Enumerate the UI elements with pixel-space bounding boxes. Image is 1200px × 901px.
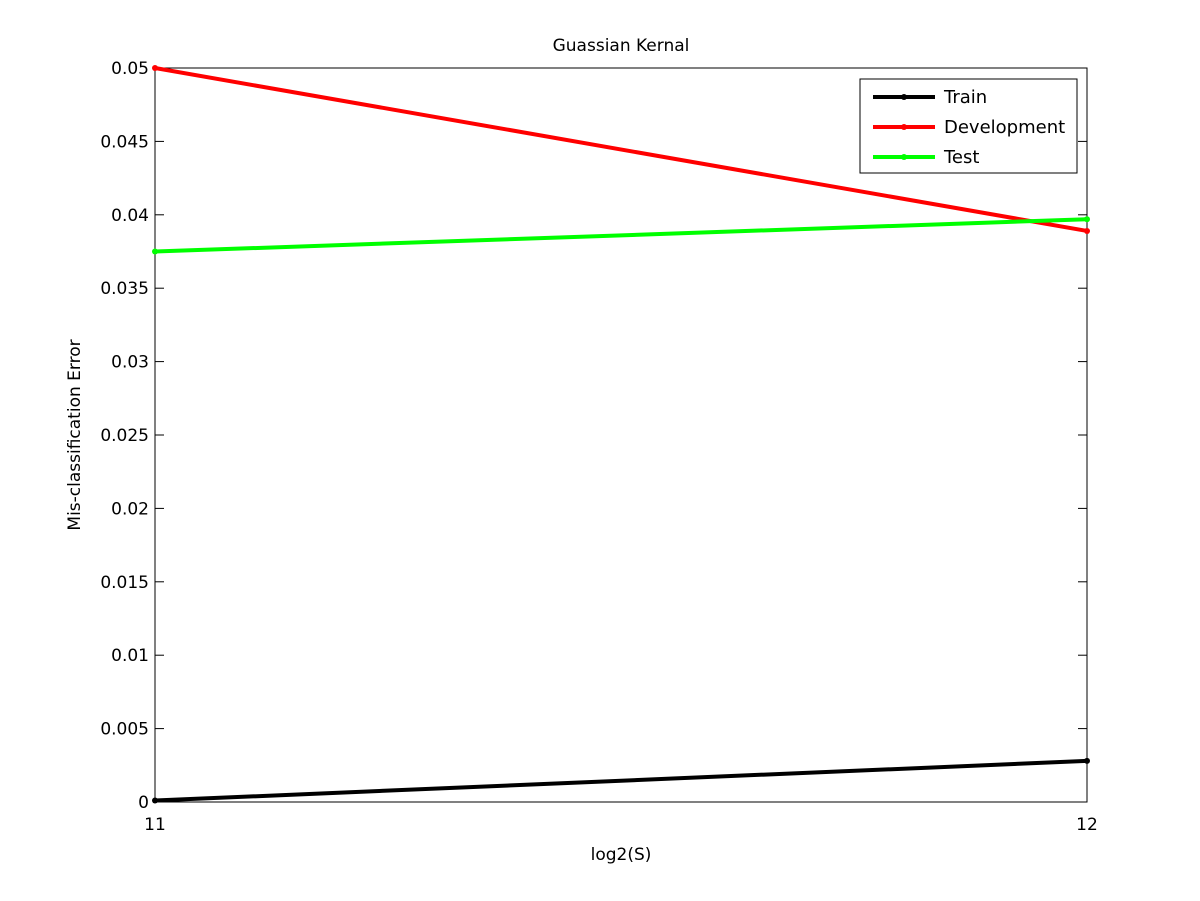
axis-ticks: 0 0.005 0.01 0.015 0.02 0.025 0.03 0.035 0.04 0.0… <box>100 59 1097 835</box>
data-point-test <box>1084 216 1090 223</box>
y-tick-label: 0.03 <box>111 353 149 373</box>
y-tick-label: 0.01 <box>111 646 149 666</box>
data-point-development <box>1084 227 1090 234</box>
legend-label-development: Development <box>944 117 1065 138</box>
series-line-train <box>154 758 1088 803</box>
legend-label-train: Train <box>943 87 987 108</box>
y-tick-label: 0.04 <box>111 206 149 226</box>
y-tick-label: 0.02 <box>111 499 149 519</box>
plot-frame <box>154 67 1088 803</box>
legend: Train Development Test <box>859 78 1078 174</box>
legend-label-test: Test <box>943 147 979 168</box>
y-tick-label: 0.05 <box>111 59 149 79</box>
data-point-test <box>152 248 158 255</box>
legend-marker-development <box>901 124 907 130</box>
y-tick-label: 0 <box>138 793 149 813</box>
plot-area-group <box>154 67 1088 803</box>
data-point-train <box>1084 757 1090 764</box>
chart-title: Guassian Kernal <box>553 36 690 56</box>
data-point-train <box>152 797 158 804</box>
series-lines <box>152 65 1090 804</box>
y-tick-label: 0.005 <box>100 720 149 740</box>
y-axis-title: Mis-classification Error <box>65 339 85 530</box>
x-axis-title: log2(S) <box>591 845 652 865</box>
y-tick-label: 0.015 <box>100 573 149 593</box>
legend-marker-test <box>901 154 907 160</box>
x-tick-label: 11 <box>144 815 166 835</box>
legend-marker-train <box>901 94 907 100</box>
series-line-test <box>154 217 1088 254</box>
y-tick-label: 0.045 <box>100 132 149 152</box>
y-tick-label: 0.035 <box>100 279 149 299</box>
series-line-development <box>154 66 1088 233</box>
data-point-development <box>152 65 158 71</box>
y-tick-label: 0.025 <box>100 426 149 446</box>
x-tick-label: 12 <box>1076 815 1098 835</box>
